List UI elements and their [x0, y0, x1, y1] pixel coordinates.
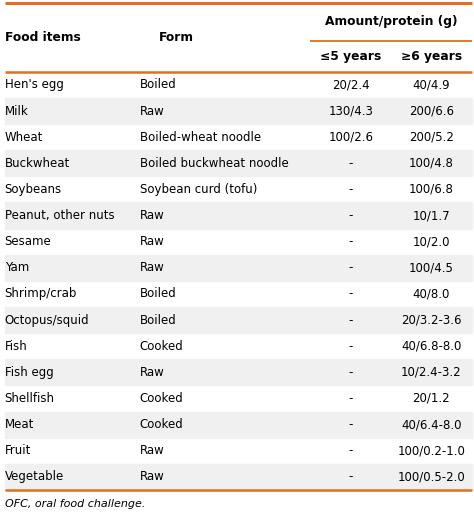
Text: ≤5 years: ≤5 years	[320, 50, 382, 63]
Text: 40/6.4-8.0: 40/6.4-8.0	[401, 418, 462, 431]
Text: Shellfish: Shellfish	[5, 392, 55, 405]
Text: Cooked: Cooked	[140, 340, 183, 353]
Text: 20/2.4: 20/2.4	[332, 78, 370, 91]
Text: -: -	[348, 235, 353, 248]
Text: Fish egg: Fish egg	[5, 366, 54, 379]
Text: -: -	[348, 392, 353, 405]
Text: Fruit: Fruit	[5, 444, 31, 457]
Text: Meat: Meat	[5, 418, 34, 431]
Bar	[5, 464, 472, 490]
Text: Cooked: Cooked	[140, 418, 183, 431]
Text: 100/6.8: 100/6.8	[409, 183, 454, 196]
Text: -: -	[348, 444, 353, 457]
Text: Amount/protein (g): Amount/protein (g)	[325, 15, 457, 28]
Bar	[5, 150, 472, 176]
Text: 100/0.2-1.0: 100/0.2-1.0	[397, 444, 465, 457]
Text: Boiled: Boiled	[140, 287, 177, 301]
Text: Buckwheat: Buckwheat	[5, 157, 70, 170]
Text: 10/2.4-3.2: 10/2.4-3.2	[401, 366, 462, 379]
Text: -: -	[348, 340, 353, 353]
Text: Shrimp/crab: Shrimp/crab	[5, 287, 77, 301]
Text: Sesame: Sesame	[5, 235, 52, 248]
Text: Raw: Raw	[140, 470, 164, 483]
Text: Raw: Raw	[140, 444, 164, 457]
Text: 10/1.7: 10/1.7	[412, 209, 450, 222]
Text: -: -	[348, 209, 353, 222]
Text: 20/1.2: 20/1.2	[412, 392, 450, 405]
Text: Raw: Raw	[140, 366, 164, 379]
Text: 40/8.0: 40/8.0	[413, 287, 450, 301]
Text: Milk: Milk	[5, 105, 28, 117]
Text: Wheat: Wheat	[5, 131, 43, 144]
Text: Boiled: Boiled	[140, 313, 177, 327]
Text: 100/4.8: 100/4.8	[409, 157, 454, 170]
Text: Octopus/squid: Octopus/squid	[5, 313, 90, 327]
Text: 130/4.3: 130/4.3	[328, 105, 373, 117]
Text: 200/6.6: 200/6.6	[409, 105, 454, 117]
Text: Soybeans: Soybeans	[5, 183, 62, 196]
Text: 100/4.5: 100/4.5	[409, 261, 454, 274]
Text: -: -	[348, 313, 353, 327]
Bar	[5, 255, 472, 281]
Text: 40/6.8-8.0: 40/6.8-8.0	[401, 340, 462, 353]
Text: -: -	[348, 287, 353, 301]
Text: 100/0.5-2.0: 100/0.5-2.0	[398, 470, 465, 483]
Text: Food items: Food items	[5, 31, 81, 44]
Text: Raw: Raw	[140, 261, 164, 274]
Text: Peanut, other nuts: Peanut, other nuts	[5, 209, 114, 222]
Text: OFC, oral food challenge.: OFC, oral food challenge.	[5, 499, 145, 509]
Text: 100/2.6: 100/2.6	[328, 131, 373, 144]
Text: Cooked: Cooked	[140, 392, 183, 405]
Text: 40/4.9: 40/4.9	[412, 78, 450, 91]
Text: Soybean curd (tofu): Soybean curd (tofu)	[140, 183, 257, 196]
Bar	[5, 98, 472, 124]
Text: Boiled buckwheat noodle: Boiled buckwheat noodle	[140, 157, 289, 170]
Text: Yam: Yam	[5, 261, 29, 274]
Text: 20/3.2-3.6: 20/3.2-3.6	[401, 313, 462, 327]
Text: Raw: Raw	[140, 209, 164, 222]
Bar	[5, 359, 472, 385]
Text: Form: Form	[159, 31, 194, 44]
Text: Raw: Raw	[140, 105, 164, 117]
Bar	[5, 411, 472, 438]
Text: -: -	[348, 183, 353, 196]
Text: Fish: Fish	[5, 340, 27, 353]
Text: -: -	[348, 418, 353, 431]
Text: Boiled-wheat noodle: Boiled-wheat noodle	[140, 131, 261, 144]
Text: -: -	[348, 261, 353, 274]
Text: 200/5.2: 200/5.2	[409, 131, 454, 144]
Text: -: -	[348, 470, 353, 483]
Text: Hen's egg: Hen's egg	[5, 78, 64, 91]
Bar	[5, 307, 472, 333]
Text: -: -	[348, 366, 353, 379]
Text: -: -	[348, 157, 353, 170]
Text: Vegetable: Vegetable	[5, 470, 64, 483]
Text: Boiled: Boiled	[140, 78, 177, 91]
Text: Raw: Raw	[140, 235, 164, 248]
Bar	[5, 203, 472, 229]
Text: 10/2.0: 10/2.0	[412, 235, 450, 248]
Text: ≥6 years: ≥6 years	[401, 50, 462, 63]
